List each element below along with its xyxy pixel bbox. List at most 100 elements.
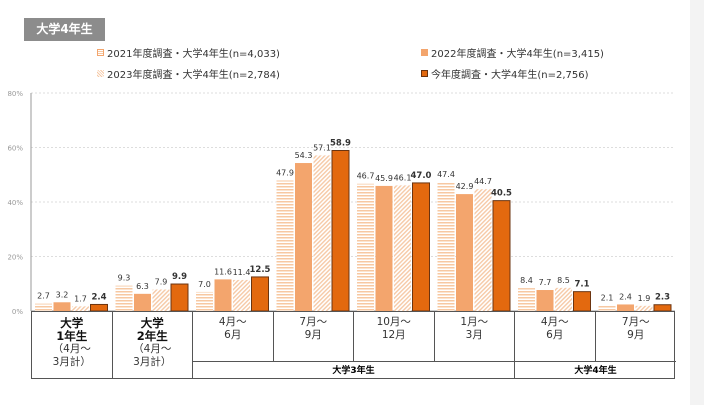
bar bbox=[295, 163, 312, 311]
data-label: 8.4 bbox=[520, 276, 533, 285]
y-tick-label: 40% bbox=[7, 199, 23, 207]
category-cell: 10月～ 12月 bbox=[354, 312, 435, 361]
bar bbox=[598, 305, 616, 311]
data-label: 1.7 bbox=[74, 294, 87, 303]
bar bbox=[196, 291, 213, 311]
data-label: 47.0 bbox=[411, 171, 432, 181]
data-label: 44.7 bbox=[474, 177, 492, 186]
category-label: 7月～ 9月 bbox=[299, 316, 328, 341]
category-label: 1月～ 3月 bbox=[460, 316, 489, 341]
data-label: 3.2 bbox=[56, 290, 69, 299]
bar bbox=[474, 189, 492, 311]
bar bbox=[152, 289, 170, 311]
category-cell: 7月～ 9月 bbox=[596, 312, 677, 361]
bar bbox=[456, 194, 473, 311]
category-cell: 4月～ 6月 bbox=[193, 312, 274, 361]
group-label: 大学4年生 bbox=[515, 361, 676, 379]
bar bbox=[331, 149, 350, 312]
data-label: 58.9 bbox=[330, 138, 351, 148]
category-label: 4月～ 6月 bbox=[540, 316, 569, 341]
legend-swatch bbox=[97, 70, 104, 77]
legend-swatch bbox=[421, 70, 428, 77]
bar bbox=[115, 285, 133, 311]
legend-label: 2023年度調査・大学4年生(n=2,784) bbox=[107, 70, 280, 81]
category-label: 10月～ 12月 bbox=[376, 316, 411, 341]
data-label: 2.7 bbox=[37, 292, 50, 301]
bar bbox=[635, 305, 653, 311]
category-sublabel: （4月～ 3月計） bbox=[52, 343, 91, 368]
category-cell: 4月～ 6月 bbox=[515, 312, 596, 361]
group-label: 大学3年生 bbox=[193, 361, 515, 379]
data-label: 9.9 bbox=[172, 272, 187, 282]
bar bbox=[214, 279, 232, 311]
data-label: 2.1 bbox=[601, 293, 614, 302]
legend-label: 2021年度調査・大学4年生(n=4,033) bbox=[107, 49, 280, 60]
data-label: 6.3 bbox=[136, 282, 149, 291]
bar bbox=[357, 183, 374, 311]
data-label: 54.3 bbox=[295, 151, 313, 160]
legend-label: 2022年度調査・大学4年生(n=3,415) bbox=[431, 49, 604, 60]
legend-label: 今年度調査・大学4年生(n=2,756) bbox=[431, 70, 589, 81]
data-label: 2.3 bbox=[655, 293, 670, 303]
category-label: 大学 1年生 bbox=[56, 316, 88, 343]
category-label: 4月～ 6月 bbox=[218, 316, 247, 341]
data-label: 40.5 bbox=[491, 189, 512, 199]
data-label: 47.9 bbox=[276, 168, 294, 177]
category-label: 7月～ 9月 bbox=[621, 316, 650, 341]
data-label: 47.4 bbox=[437, 170, 455, 179]
bar bbox=[53, 302, 71, 311]
y-tick-label: 20% bbox=[7, 254, 23, 262]
bar bbox=[617, 304, 634, 311]
bar bbox=[536, 290, 554, 311]
y-tick-label: 0% bbox=[12, 308, 23, 316]
bar bbox=[555, 287, 572, 311]
category-table: 大学 1年生 （4月～ 3月計） 大学 2年生 （4月～ 3月計） 4月～ 6月 7月～ … bbox=[31, 311, 677, 379]
y-tick-label: 60% bbox=[7, 145, 23, 153]
category-sublabel: （4月～ 3月計） bbox=[133, 343, 172, 368]
bar bbox=[573, 291, 591, 312]
bar bbox=[437, 181, 455, 311]
data-label: 42.9 bbox=[456, 182, 474, 191]
bar bbox=[72, 306, 89, 311]
section-tag: 大学4年生 bbox=[24, 18, 105, 41]
bar bbox=[394, 185, 411, 311]
category-cell: 7月～ 9月 bbox=[274, 312, 354, 361]
data-label: 46.7 bbox=[357, 172, 375, 181]
legend-item-current: 今年度調査・大学4年生(n=2,756) bbox=[421, 66, 589, 81]
bar bbox=[233, 279, 250, 311]
legend-item-2021: 2021年度調査・大学4年生(n=4,033) bbox=[97, 45, 280, 60]
data-label: 46.1 bbox=[394, 173, 412, 182]
bar bbox=[90, 303, 108, 312]
category-label: 大学 2年生 bbox=[136, 316, 168, 343]
legend-swatch bbox=[97, 49, 104, 56]
category-cell: 大学 2年生 （4月～ 3月計） bbox=[113, 312, 193, 378]
data-label: 1.9 bbox=[638, 294, 651, 303]
bar bbox=[518, 288, 535, 311]
bar bbox=[375, 185, 393, 311]
data-label: 8.5 bbox=[557, 276, 570, 285]
data-label: 7.7 bbox=[539, 278, 552, 287]
bar bbox=[313, 155, 331, 311]
legend-item-2022: 2022年度調査・大学4年生(n=3,415) bbox=[421, 45, 604, 60]
bar bbox=[492, 200, 511, 312]
legend-item-2023: 2023年度調査・大学4年生(n=2,784) bbox=[97, 66, 280, 81]
bar bbox=[35, 303, 52, 311]
data-label: 11.6 bbox=[214, 267, 232, 276]
data-label: 7.0 bbox=[198, 280, 211, 289]
bar bbox=[251, 276, 269, 312]
bar bbox=[134, 293, 151, 311]
category-cell: 1月～ 3月 bbox=[435, 312, 515, 361]
category-cell: 大学 1年生 （4月～ 3月計） bbox=[32, 312, 113, 378]
y-tick-label: 80% bbox=[7, 90, 23, 98]
data-label: 11.4 bbox=[233, 268, 251, 277]
data-label: 45.9 bbox=[375, 174, 393, 183]
scroll-edge bbox=[690, 0, 704, 405]
data-label: 2.4 bbox=[619, 292, 632, 301]
data-label: 7.1 bbox=[574, 280, 589, 290]
bar bbox=[276, 180, 294, 311]
bar bbox=[412, 182, 430, 312]
data-label: 12.5 bbox=[250, 265, 271, 275]
legend-swatch bbox=[421, 49, 428, 56]
data-label: 57.1 bbox=[313, 143, 331, 152]
data-label: 9.3 bbox=[118, 274, 131, 283]
